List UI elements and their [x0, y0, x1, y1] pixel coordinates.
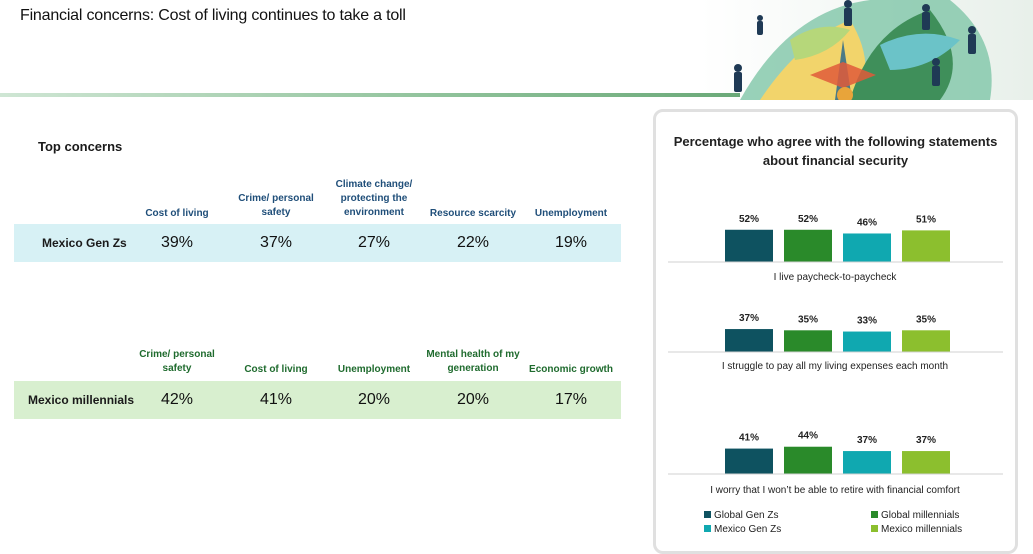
category-label: I struggle to pay all my living expenses… — [722, 361, 948, 372]
row-label: Mexico millennials — [28, 393, 135, 407]
bar — [902, 230, 950, 262]
bar-value-label: 52% — [798, 214, 818, 225]
bar-value-label: 46% — [857, 217, 877, 228]
category-label: I live paycheck-to-paycheck — [774, 272, 898, 283]
legend-swatch — [704, 525, 711, 532]
bar — [725, 229, 773, 262]
bar-value-label: 35% — [916, 314, 936, 325]
category-label: I worry that I won’t be able to retire w… — [710, 485, 960, 496]
mill-col-header: Crime/ personal safety — [139, 349, 215, 374]
bar-value-label: 52% — [739, 214, 759, 225]
section-title: Top concerns — [38, 139, 123, 154]
concern-value: 20% — [456, 391, 490, 408]
legend-label: Mexico Gen Zs — [714, 524, 781, 535]
chart-title: Percentage who agree with the following … — [673, 134, 998, 168]
millennial-concerns-row: Mexico millennials 42% 41% 20% 20% 17% — [14, 381, 621, 419]
concern-value: 41% — [259, 391, 293, 408]
concern-value: 19% — [554, 234, 588, 251]
bar-value-label: 35% — [798, 314, 818, 325]
concern-value: 27% — [357, 234, 391, 251]
mill-col-header: Unemployment — [337, 364, 411, 375]
bar-value-label: 44% — [798, 431, 818, 442]
concern-value: 37% — [259, 234, 293, 251]
bar-value-label: 37% — [739, 313, 759, 324]
legend-label: Global millennials — [881, 510, 959, 521]
concern-value: 39% — [160, 234, 194, 251]
legend-swatch — [871, 511, 878, 518]
genz-col-header: Cost of living — [145, 208, 209, 219]
concern-value: 20% — [357, 391, 391, 408]
bar — [784, 330, 832, 352]
concern-value: 22% — [456, 234, 490, 251]
mill-col-header: Economic growth — [529, 364, 613, 375]
bar-value-label: 37% — [857, 435, 877, 446]
mill-col-header: Cost of living — [244, 364, 308, 375]
header-illustration — [700, 0, 1033, 100]
genz-col-header: Crime/ personal safety — [238, 193, 314, 218]
mill-col-header: Mental health of my generation — [426, 349, 520, 374]
financial-security-panel: Percentage who agree with the following … — [653, 109, 1018, 554]
row-label: Mexico Gen Zs — [42, 236, 127, 250]
bar-value-label: 33% — [857, 316, 877, 327]
bar — [902, 330, 950, 352]
bar — [843, 451, 891, 474]
bar — [843, 331, 891, 352]
page-title: Financial concerns: Cost of living conti… — [20, 7, 406, 24]
bar — [725, 448, 773, 474]
financial-security-chart: 52% 52% 46% 51% I live paycheck-to-paycheck 3… — [668, 214, 1003, 535]
bar — [843, 233, 891, 262]
legend-label: Global Gen Zs — [714, 510, 778, 521]
genz-concerns-row: Mexico Gen Zs 39% 37% 27% 22% 19% — [14, 224, 621, 262]
header-divider — [0, 93, 740, 97]
bar-value-label: 51% — [916, 214, 936, 225]
genz-col-header: Resource scarcity — [429, 208, 517, 219]
legend-label: Mexico millennials — [881, 524, 962, 535]
genz-col-header: Climate change/ protecting the environme… — [335, 179, 413, 218]
concern-value: 42% — [160, 391, 194, 408]
legend-swatch — [704, 511, 711, 518]
genz-col-header: Unemployment — [534, 208, 608, 219]
concern-value: 17% — [554, 391, 588, 408]
legend-swatch — [871, 525, 878, 532]
bar — [784, 446, 832, 474]
bar — [902, 451, 950, 474]
bar — [784, 229, 832, 262]
bar-value-label: 41% — [739, 433, 759, 444]
bar — [725, 329, 773, 352]
bar-value-label: 37% — [916, 435, 936, 446]
